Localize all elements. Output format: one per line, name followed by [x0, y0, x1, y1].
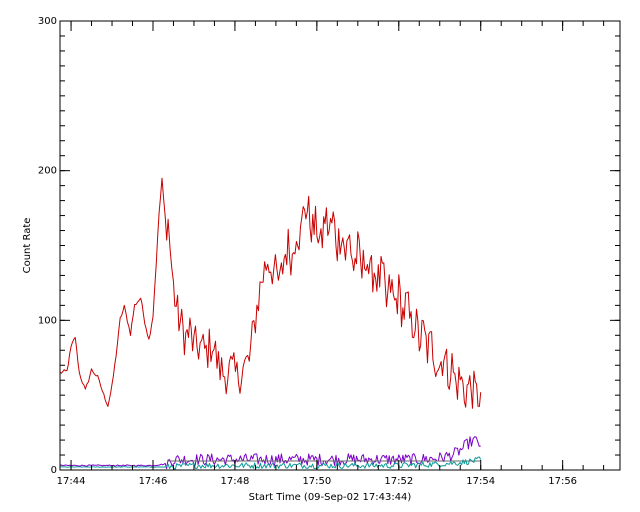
y-axis-label: Count Rate: [22, 218, 33, 274]
series-line-1: [59, 436, 481, 470]
x-tick-label: 17:44: [57, 476, 86, 487]
series-line-0: [59, 177, 482, 409]
x-tick-label: 17:56: [548, 476, 577, 487]
y-tick-label: 100: [38, 315, 57, 326]
x-axis-label: Start Time (09-Sep-02 17:43:44): [249, 492, 412, 503]
y-tick-label: 300: [38, 16, 57, 27]
y-tick-label: 200: [38, 166, 57, 177]
series-line-3: [59, 456, 482, 470]
x-tick-label: 17:50: [302, 476, 331, 487]
y-tick-label: 0: [51, 465, 57, 476]
tick-layer: 17:44 17:46 17:48 17:50 17:52 17:54 17:56 0 100 2…: [38, 16, 620, 487]
x-tick-label: 17:54: [466, 476, 495, 487]
x-tick-label: 17:46: [139, 476, 168, 487]
x-tick-label: 17:48: [221, 476, 250, 487]
series-layer: [59, 177, 482, 470]
x-tick-label: 17:52: [384, 476, 413, 487]
